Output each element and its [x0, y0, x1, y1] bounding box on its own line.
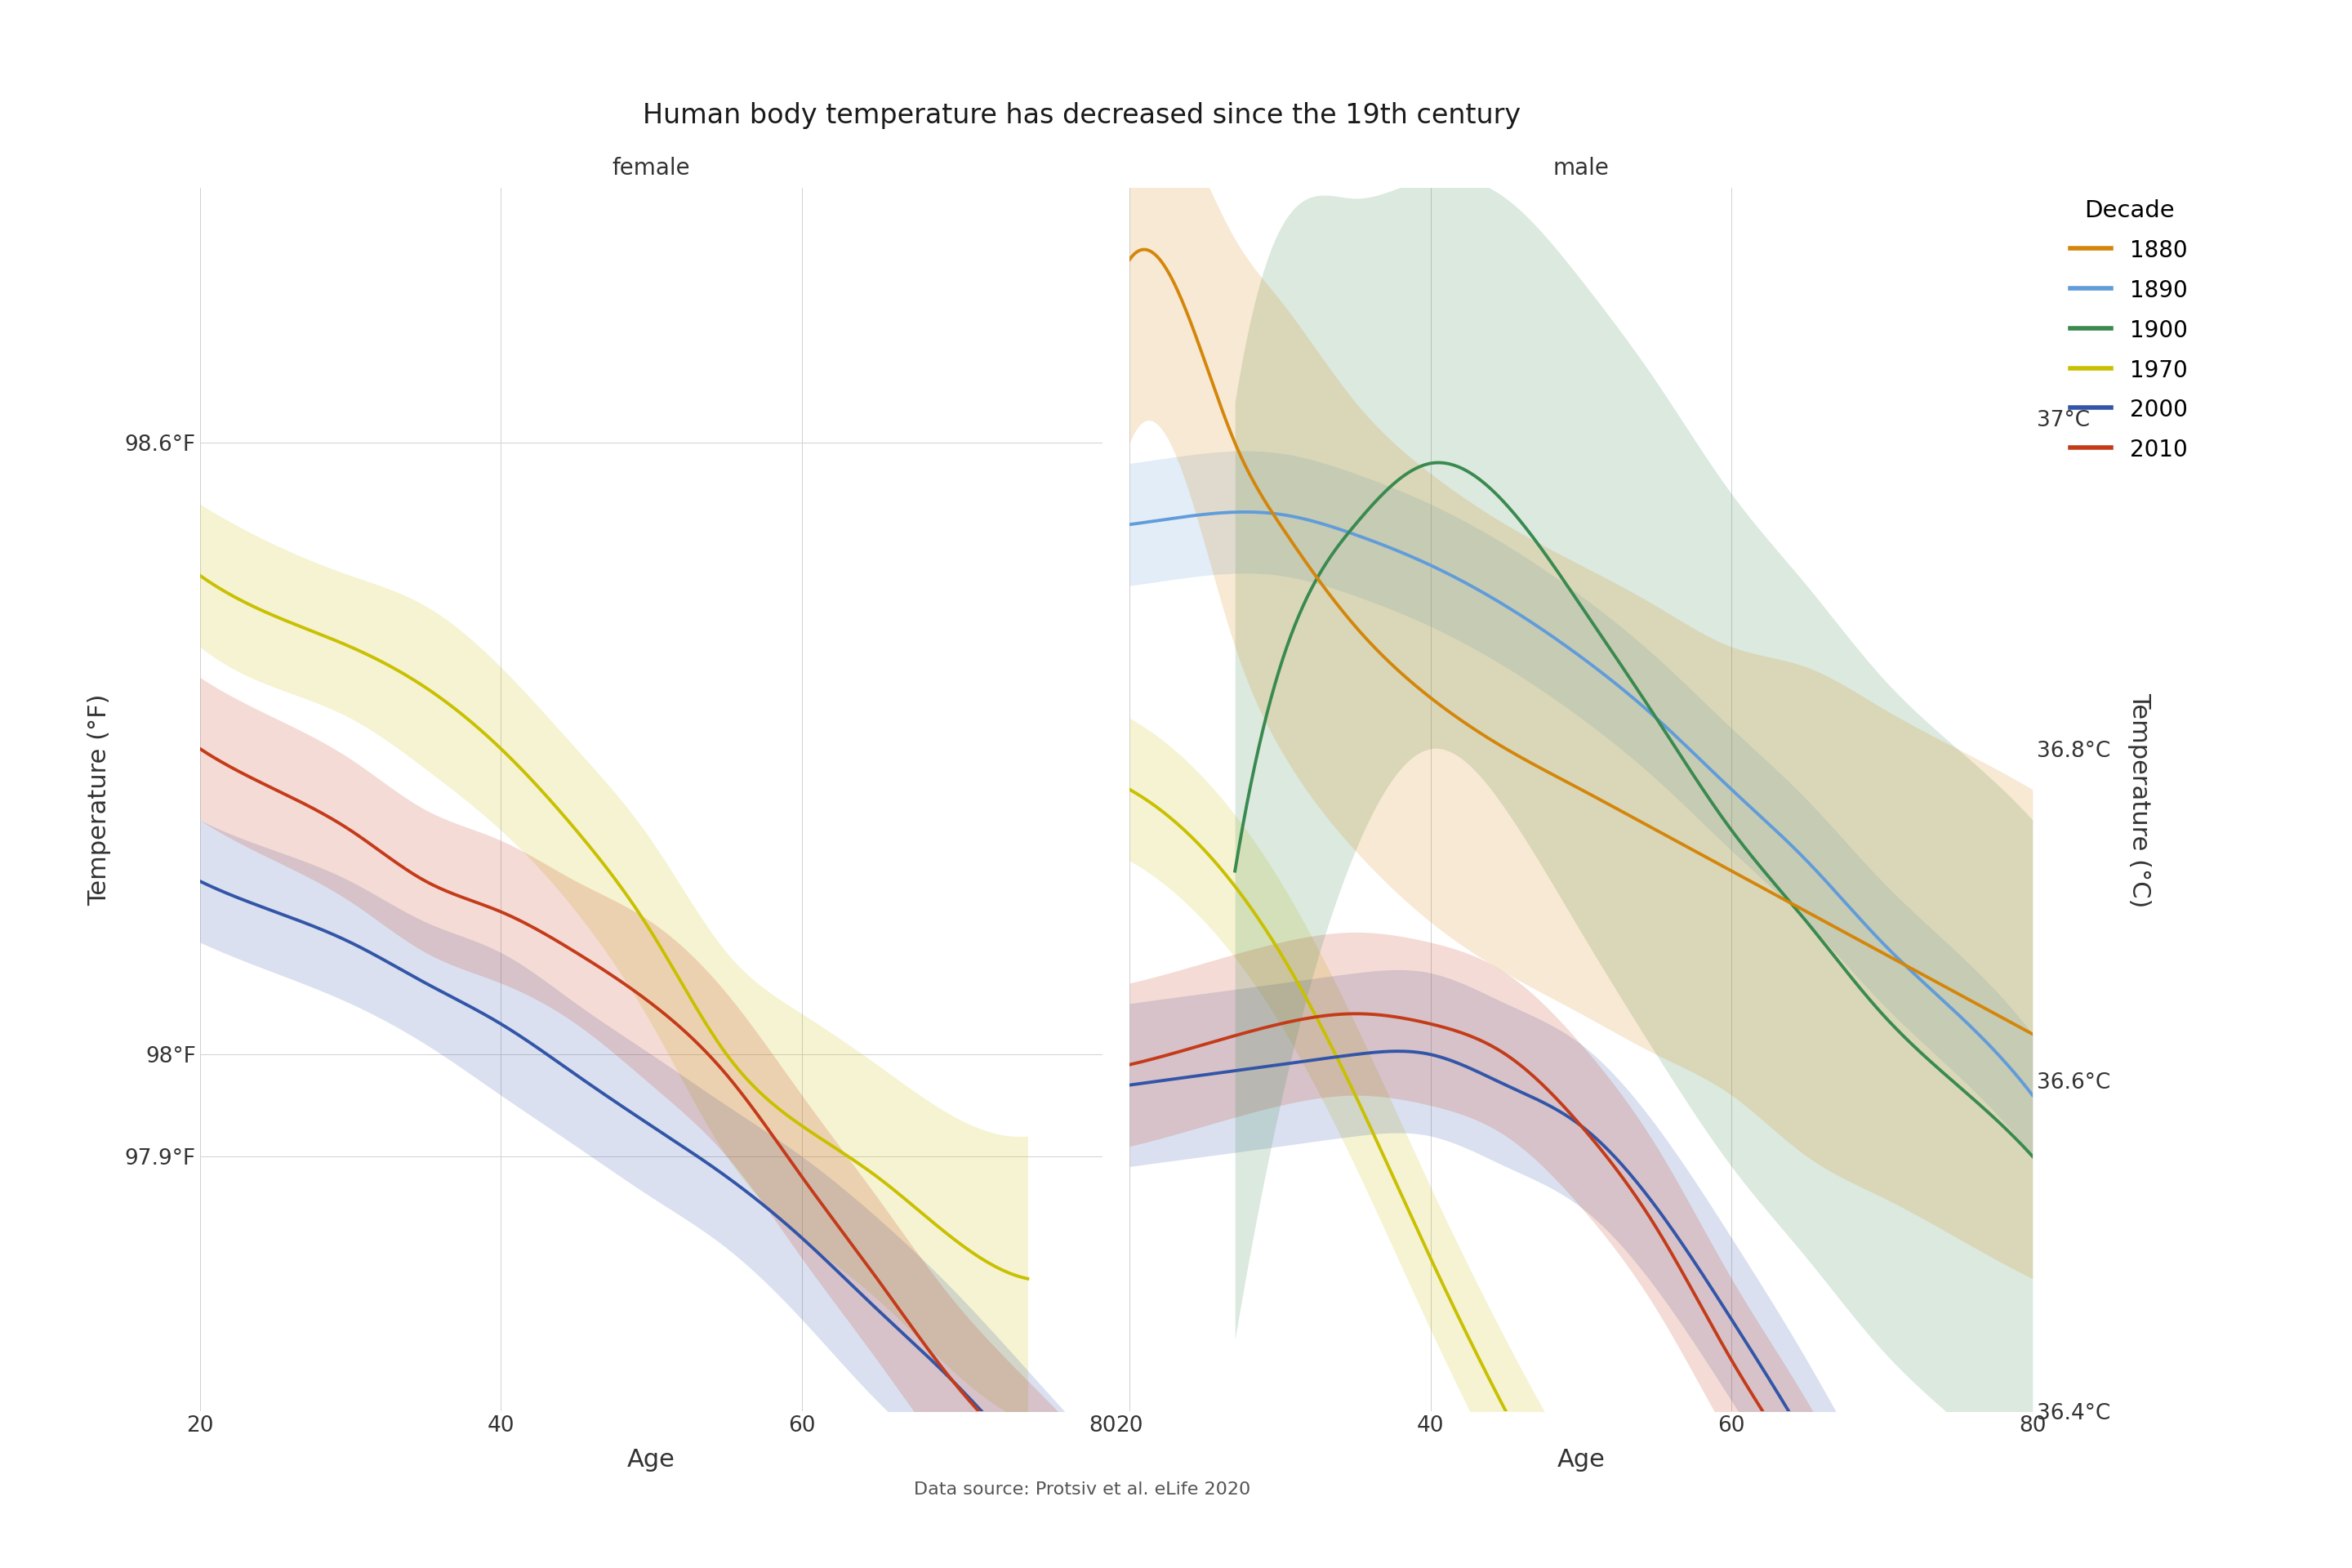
Text: Data source: Protsiv et al. eLife 2020: Data source: Protsiv et al. eLife 2020: [913, 1482, 1251, 1497]
Text: Human body temperature has decreased since the 19th century: Human body temperature has decreased sin…: [642, 102, 1522, 129]
Title: female: female: [612, 157, 691, 179]
Y-axis label: Temperature (°F): Temperature (°F): [87, 693, 111, 906]
Y-axis label: Temperature (°C): Temperature (°C): [2126, 691, 2152, 908]
Title: male: male: [1552, 157, 1609, 179]
X-axis label: Age: Age: [1557, 1447, 1604, 1471]
X-axis label: Age: Age: [628, 1447, 675, 1471]
Legend: 1880, 1890, 1900, 1970, 2000, 2010: 1880, 1890, 1900, 1970, 2000, 2010: [2070, 199, 2187, 461]
